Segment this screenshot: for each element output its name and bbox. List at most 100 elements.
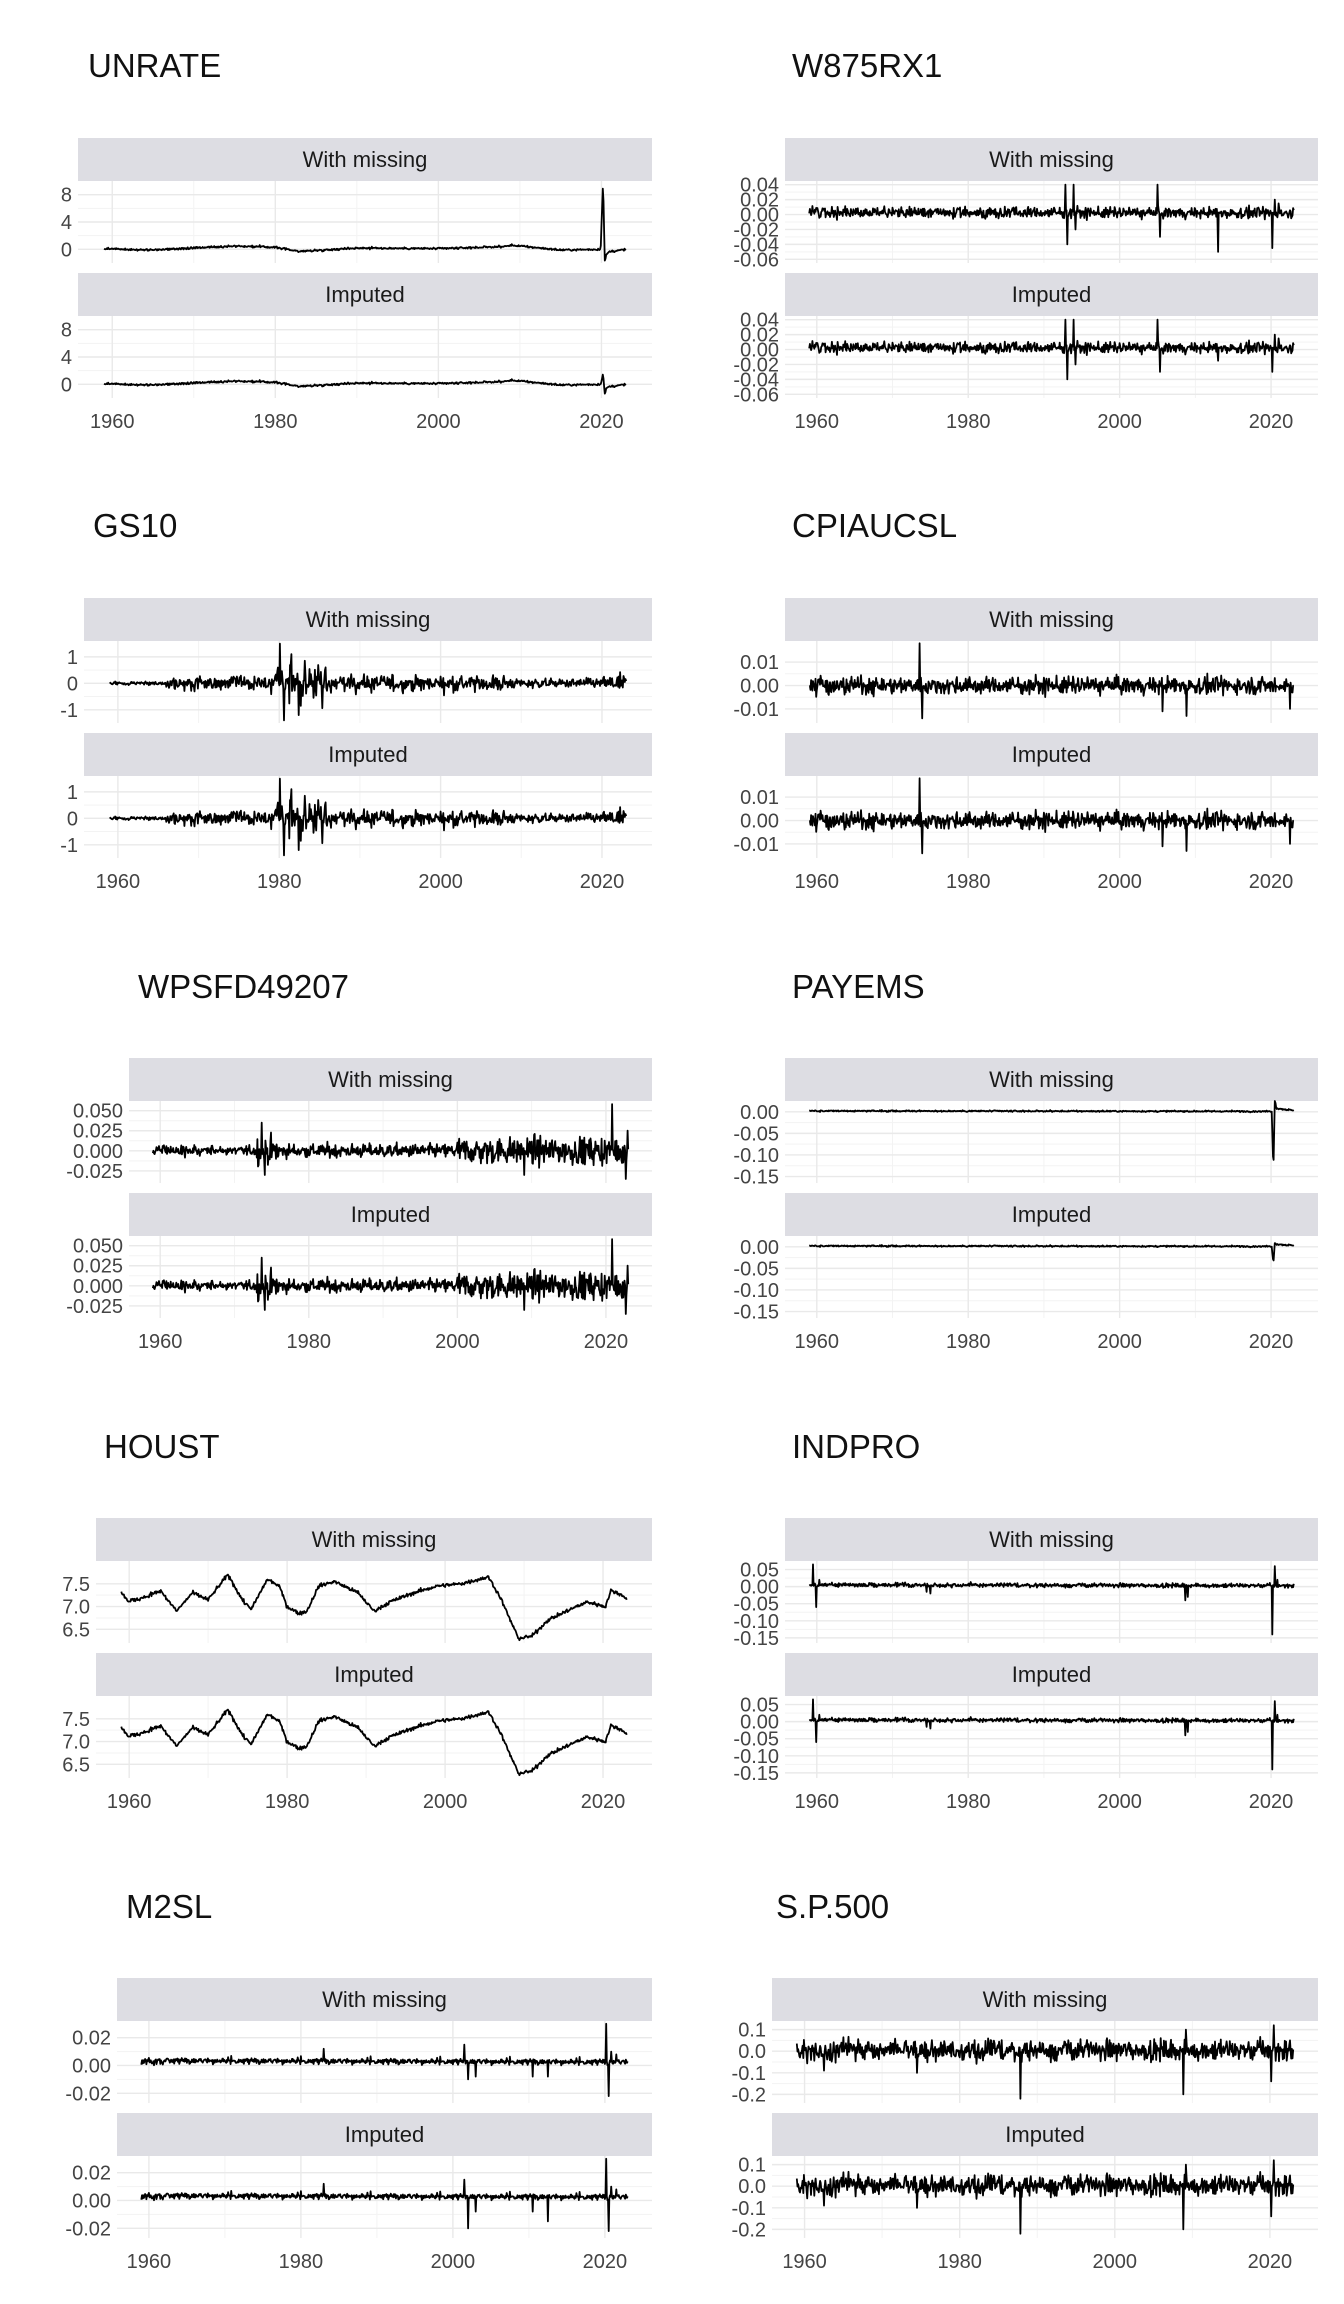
facet-strip-label: With missing (312, 1527, 437, 1552)
x-tick-label: 2000 (1097, 411, 1142, 433)
x-tick-label: 2020 (1249, 871, 1294, 893)
y-tick-label: 0 (61, 374, 72, 396)
x-tick-label: 2020 (1249, 1331, 1294, 1353)
x-tick-label: 1960 (795, 1331, 840, 1353)
panel-with-missing: With missing 0.010.00-0.01 (733, 598, 1318, 723)
series-line (120, 1708, 628, 1777)
y-tick-label: -0.02 (65, 2083, 111, 2105)
y-tick-label: 7.5 (62, 1574, 90, 1596)
chart-title: HOUST (104, 1428, 220, 1465)
series-line (808, 1563, 1295, 1636)
x-tick-label: 2000 (1097, 1791, 1142, 1813)
y-tick-label: 0.04 (740, 310, 779, 332)
y-tick-label: 8 (61, 185, 72, 207)
y-tick-label: 0 (61, 239, 72, 261)
y-tick-label: 0.04 (740, 175, 779, 197)
series-line (795, 2024, 1295, 2100)
panel-imputed: Imputed 0.02 0.00 -0.02 1960 1980 2000 2020 (65, 2113, 652, 2273)
facet-strip-label: Imputed (1012, 1202, 1092, 1227)
panel-imputed: Imputed 0.050.00-0.05-0.10-0.15 1960 1980 20… (733, 1653, 1318, 1813)
panel-imputed: Imputed 0.040.020.00-0.02-0.04-0.06 1960 19… (733, 273, 1318, 433)
y-tick-label: 1 (67, 647, 78, 669)
y-tick-label: 8 (61, 320, 72, 342)
facet-strip-label: With missing (989, 1527, 1114, 1552)
facet-strip-label: Imputed (1012, 1662, 1092, 1687)
facet-strip (785, 1653, 1318, 1696)
chart-title: INDPRO (792, 1428, 920, 1465)
panel-with-missing: With missing 0.10.0-0.1-0.2 (732, 1978, 1318, 2106)
y-tick-label: 0.02 (740, 190, 779, 212)
series-line (103, 187, 627, 262)
series-line (808, 1698, 1295, 1771)
y-tick-label: 0.0 (738, 2041, 766, 2063)
series-line (103, 373, 627, 395)
y-tick-label: 0.0 (738, 2176, 766, 2198)
facet-strip (84, 733, 652, 776)
x-tick-label: 2020 (1248, 2251, 1293, 2273)
x-tick-label: 1960 (107, 1791, 152, 1813)
x-tick-label: 2020 (581, 1791, 626, 1813)
facet-strip (117, 1978, 652, 2021)
series-line (151, 1238, 630, 1315)
facet-strip (785, 1193, 1318, 1236)
y-tick-label: 0.00 (72, 2055, 111, 2077)
facet-strip-label: Imputed (1012, 282, 1092, 307)
y-tick-label: 0.05 (740, 1695, 779, 1717)
panel-with-missing: With missing 0.00-0.05-0.10-0.15 (733, 1058, 1318, 1189)
facet-strip-label: Imputed (328, 742, 408, 767)
panel-with-missing: With missing 0.040.020.00-0.02-0.04-0.06 (733, 138, 1318, 271)
y-tick-label: 0.00 (740, 1102, 779, 1124)
y-tick-label: -0.04 (733, 234, 779, 256)
y-tick-label: 4 (61, 347, 72, 369)
y-tick-label: 0.02 (72, 2163, 111, 2185)
x-tick-label: 1960 (795, 1791, 840, 1813)
chart-gs10: GS10 With missing 1 0 -1 Imputed 1 0 -1 1960 1980 2… (60, 507, 652, 893)
facet-strip-label: Imputed (1012, 742, 1092, 767)
y-tick-label: -0.15 (733, 1302, 779, 1324)
y-tick-label: 0.00 (72, 2190, 111, 2212)
facet-strip (772, 2113, 1318, 2156)
y-tick-label: 6.5 (62, 1754, 90, 1776)
facet-strip-label: Imputed (351, 1202, 431, 1227)
y-tick-label: -0.15 (733, 1167, 779, 1189)
y-tick-label: 0 (67, 673, 78, 695)
x-tick-label: 1960 (127, 2251, 172, 2273)
panel-imputed: Imputed 0.00-0.05-0.10-0.15 1960 1980 2000 20… (733, 1193, 1318, 1353)
x-tick-label: 1980 (937, 2251, 982, 2273)
chart-unrate: UNRATE With missing 0 4 8 Imputed 0 4 8 1960 1980 2… (61, 47, 652, 433)
x-tick-label: 1960 (795, 411, 840, 433)
series-line (808, 1100, 1295, 1161)
facet-strip (96, 1653, 652, 1696)
facet-strip-label: With missing (303, 147, 428, 172)
facet-strip-label: With missing (328, 1067, 453, 1092)
x-tick-label: 2020 (583, 2251, 628, 2273)
facet-strip-label: With missing (989, 1067, 1114, 1092)
x-tick-label: 1980 (287, 1331, 332, 1353)
y-tick-label: 0 (67, 808, 78, 830)
chart-title: M2SL (126, 1888, 212, 1925)
chart-title: WPSFD49207 (138, 968, 349, 1005)
panel-imputed: Imputed 0.10.0-0.1-0.2 1960 1980 2000 2020 (732, 2113, 1318, 2273)
y-tick-label: 0.02 (740, 325, 779, 347)
y-tick-label: 0.00 (740, 676, 779, 698)
series-line (140, 2157, 629, 2232)
y-tick-label: 0.000 (73, 1276, 123, 1298)
facet-strip (129, 1193, 652, 1236)
x-tick-label: 2000 (431, 2251, 476, 2273)
series-line (151, 1103, 630, 1180)
panel-with-missing: With missing 0.02 0.00 -0.02 (65, 1978, 652, 2105)
x-tick-label: 2000 (1097, 1331, 1142, 1353)
chart-title: PAYEMS (792, 968, 925, 1005)
chart-title: S.P.500 (776, 1888, 889, 1925)
panel-imputed: Imputed 1 0 -1 1960 1980 2000 2020 (60, 733, 652, 893)
y-tick-label: 7.0 (62, 1597, 90, 1619)
y-tick-label: -0.05 (733, 1123, 779, 1145)
x-tick-label: 2000 (1093, 2251, 1138, 2273)
y-tick-label: 0.02 (72, 2028, 111, 2050)
series-line (109, 777, 628, 857)
series-line (808, 1242, 1295, 1262)
